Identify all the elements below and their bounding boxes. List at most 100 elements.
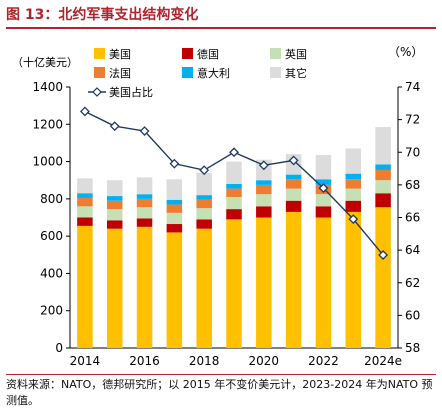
bar-segment — [256, 194, 272, 207]
bar-segment — [106, 220, 123, 229]
right-tick-label: 66 — [405, 211, 420, 225]
bar-segment — [345, 211, 362, 348]
legend-label: 美国占比 — [109, 85, 153, 99]
share-point — [348, 214, 359, 225]
left-tick-label: 600 — [40, 229, 63, 243]
legend-label: 德国 — [197, 47, 219, 61]
bar-segment — [136, 226, 153, 348]
share-point — [229, 147, 239, 158]
bar-segment — [136, 207, 153, 219]
bar-segment — [77, 206, 93, 218]
left-tick-label: 1200 — [32, 117, 63, 131]
bar-segment — [375, 169, 391, 181]
bar-segment — [77, 197, 93, 207]
bar-segment — [136, 177, 153, 195]
bar-segment — [226, 196, 242, 210]
bar-segment — [256, 217, 272, 348]
bar-segment — [196, 172, 212, 196]
left-tick-label: 0 — [55, 341, 63, 355]
bar-segment — [375, 180, 391, 194]
bar-segment — [106, 209, 123, 221]
legend-line-marker — [92, 87, 102, 97]
left-tick-label: 200 — [40, 304, 63, 318]
right-tick-label: 64 — [405, 243, 420, 257]
right-tick-label: 70 — [405, 145, 420, 159]
bar-segment — [196, 219, 212, 229]
bar-segment — [315, 206, 332, 218]
bar-segment — [345, 188, 362, 201]
right-tick-label: 74 — [405, 80, 420, 94]
bar-segment — [166, 224, 183, 233]
bar-segment — [315, 179, 332, 185]
bar-segment — [256, 206, 272, 218]
x-tick-label: 2016 — [129, 354, 160, 368]
bar-segment — [345, 148, 362, 174]
bar-segment — [345, 173, 362, 180]
legend-label: 意大利 — [197, 66, 230, 80]
chart: 0 200 400 600 800 1000 1200 1400 58 60 62 64 66 68 70 7… — [12, 45, 423, 368]
bar-segment — [166, 179, 183, 200]
bar-segment — [256, 180, 272, 185]
x-tick-label: 2022 — [308, 354, 339, 368]
share-point — [169, 158, 180, 169]
bar-segment — [315, 194, 332, 207]
legend-swatch — [94, 67, 105, 78]
x-tick-label: 2014 — [70, 354, 101, 368]
left-tick-label: 1400 — [32, 80, 63, 94]
bar-segment — [106, 228, 123, 348]
share-point — [109, 121, 120, 132]
bar-segment — [166, 199, 183, 205]
legend-label: 法国 — [109, 66, 131, 80]
share-point — [79, 106, 90, 117]
bar-segment — [226, 219, 242, 348]
x-tick-label: 2024e — [364, 354, 402, 368]
bar-segment — [136, 218, 153, 227]
right-tick-label: 58 — [405, 341, 420, 355]
x-tick-label: 2020 — [249, 354, 280, 368]
bar-segment — [345, 179, 362, 189]
legend-swatch — [94, 48, 105, 59]
bar-segment — [315, 155, 332, 180]
bar-segment — [256, 184, 272, 195]
share-point — [258, 160, 269, 171]
left-tick-label: 400 — [40, 266, 63, 280]
bar-segment — [285, 174, 302, 180]
bar-segment — [226, 209, 242, 220]
bar-segment — [226, 183, 242, 189]
bar-segment — [77, 225, 93, 348]
legend-label: 英国 — [285, 47, 307, 61]
bar-segment — [106, 180, 123, 197]
share-point — [378, 250, 389, 260]
bar-segment — [375, 127, 391, 165]
left-tick-label: 800 — [40, 192, 63, 206]
bar-segment — [285, 188, 302, 201]
bar-segment — [136, 194, 153, 199]
right-axis-unit: （%） — [388, 45, 423, 59]
bar-segment — [106, 200, 123, 210]
bar-segment — [285, 179, 302, 189]
bar-segment — [166, 204, 183, 213]
bar-segment — [166, 232, 183, 348]
title-rule — [6, 27, 436, 29]
bar-segment — [285, 211, 302, 348]
legend-label: 其它 — [285, 66, 307, 80]
bar-segment — [106, 196, 123, 201]
right-tick-label: 68 — [405, 178, 420, 192]
bar-segment — [375, 207, 391, 348]
legend-label: 美国 — [109, 48, 131, 61]
share-point — [318, 183, 329, 194]
left-axis-unit: （十亿美元） — [12, 55, 78, 69]
source-note: 资料来源：NATO，德邦研究所；以 2015 年不变价美元计，2023-2024… — [6, 374, 436, 409]
bar-segment — [285, 200, 302, 212]
share-point — [288, 155, 299, 166]
bar-segment — [226, 188, 242, 197]
bar-segment — [315, 217, 332, 348]
bar-segment — [196, 228, 212, 348]
right-tick-label: 62 — [405, 276, 420, 290]
bar-segment — [77, 178, 93, 194]
bar-segment — [226, 161, 242, 184]
bar-segment — [375, 193, 391, 208]
bar-segment — [196, 208, 212, 220]
bar-segment — [136, 198, 153, 208]
left-tick-label: 1000 — [32, 155, 63, 169]
